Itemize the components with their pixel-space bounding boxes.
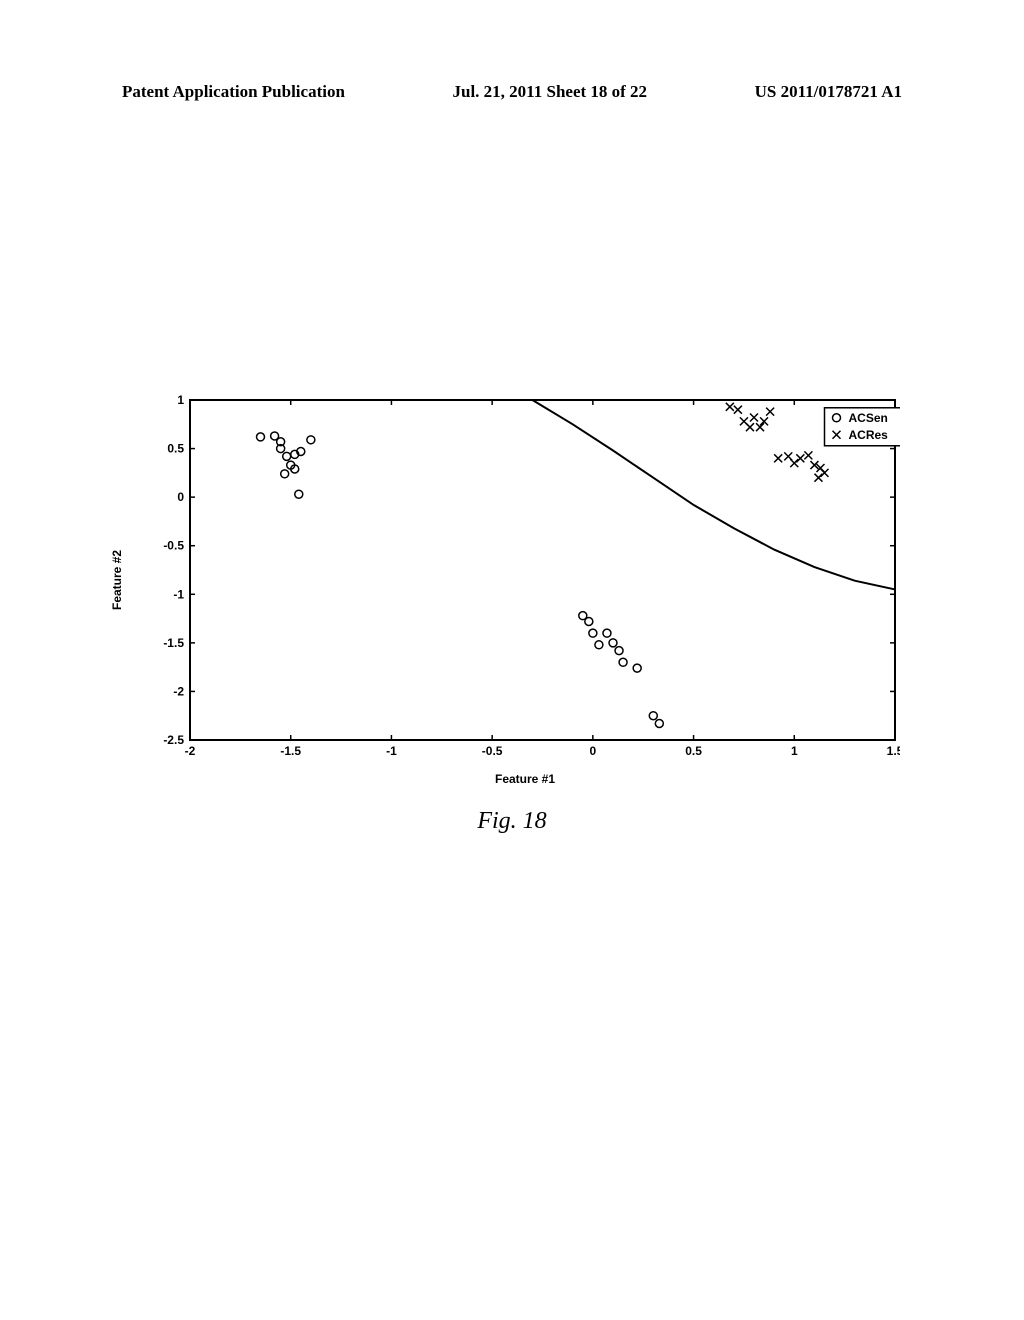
svg-text:-1.5: -1.5 (163, 636, 184, 650)
svg-text:0.5: 0.5 (167, 442, 184, 456)
svg-text:1: 1 (791, 744, 798, 758)
svg-text:0: 0 (590, 744, 597, 758)
svg-text:0.5: 0.5 (685, 744, 702, 758)
header-mid: Jul. 21, 2011 Sheet 18 of 22 (453, 82, 648, 102)
y-axis-label: Feature #2 (110, 395, 124, 765)
header-left: Patent Application Publication (122, 82, 345, 102)
svg-text:0: 0 (177, 490, 184, 504)
page-header: Patent Application Publication Jul. 21, … (0, 82, 1024, 102)
svg-text:-0.5: -0.5 (163, 539, 184, 553)
svg-text:1.5: 1.5 (887, 744, 900, 758)
svg-text:ACRes: ACRes (849, 428, 889, 442)
svg-text:-2: -2 (185, 744, 196, 758)
svg-text:1: 1 (177, 395, 184, 407)
svg-text:-2.5: -2.5 (163, 733, 184, 747)
svg-text:-1.5: -1.5 (280, 744, 301, 758)
scatter-chart: -2-1.5-1-0.500.511.5-2.5-2-1.5-1-0.500.5… (150, 395, 900, 765)
svg-text:-2: -2 (173, 684, 184, 698)
svg-text:-0.5: -0.5 (482, 744, 503, 758)
header-right: US 2011/0178721 A1 (755, 82, 902, 102)
x-axis-label: Feature #1 (150, 772, 900, 786)
chart-svg: -2-1.5-1-0.500.511.5-2.5-2-1.5-1-0.500.5… (150, 395, 900, 765)
svg-text:ACSen: ACSen (849, 411, 888, 425)
svg-text:-1: -1 (173, 587, 184, 601)
figure-label: Fig. 18 (0, 808, 1024, 835)
svg-text:-1: -1 (386, 744, 397, 758)
